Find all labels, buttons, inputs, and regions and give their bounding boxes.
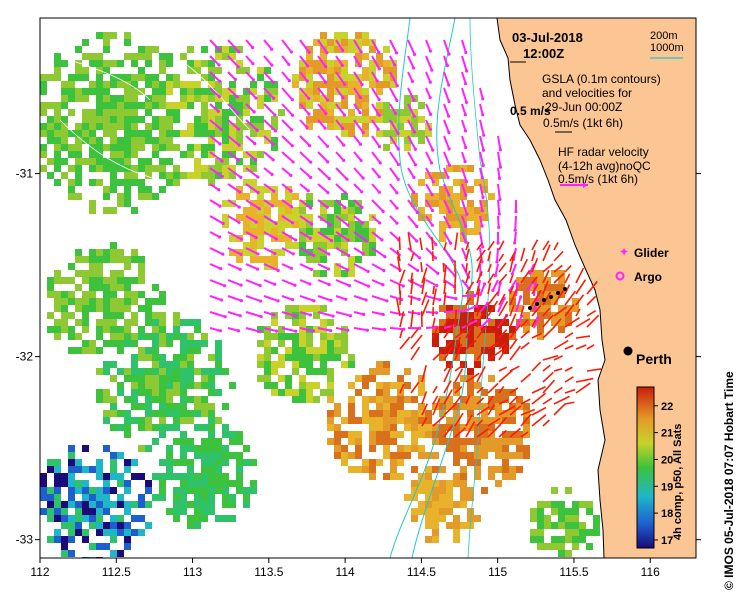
plot-frame (39, 17, 697, 559)
y-tick-label: -33 (16, 533, 34, 547)
date-label: 03-Jul-2018 (512, 30, 583, 45)
x-tick-label: 115.5 (559, 565, 588, 579)
x-tick-label: 114 (336, 565, 355, 579)
colorbar-tick-label: 18 (661, 508, 673, 520)
glider-marker-icon: ✦ (619, 245, 629, 259)
x-tick-label: 113.5 (254, 565, 283, 579)
depth-200m-label: 200m (650, 30, 678, 42)
hf-scale-arrowhead-icon (583, 182, 588, 188)
y-axis-ticks: -31 -32 -33 (16, 167, 701, 547)
glider-track (528, 287, 567, 310)
colorbar (636, 386, 655, 549)
x-axis-ticks: 112 112.5 113 113.5 114 114.5 115 115.5 116 (30, 558, 660, 579)
argo-legend-label: Argo (634, 270, 662, 284)
gsla-line3: 29-Jun 00:00Z (545, 100, 623, 114)
perth-label: Perth (636, 351, 672, 367)
x-tick-label: 113 (183, 565, 202, 579)
hf-radar-arrows (396, 232, 602, 438)
perth-marker-icon (623, 346, 633, 356)
depth-1000m-label: 1000m (650, 42, 684, 54)
gsla-line2: and velocities for (542, 86, 633, 100)
glider-legend-label: Glider (634, 246, 669, 260)
x-tick-label: 116 (641, 565, 660, 579)
x-tick-label: 114.5 (407, 565, 436, 579)
hf-line1: HF radar velocity (558, 145, 649, 159)
colorbar-tick-label: 17 (661, 535, 673, 547)
gsla-scale-label: 0.5m/s (1kt 6h) (543, 116, 624, 130)
colorbar-tick-label: 20 (661, 454, 673, 466)
hf-line2: (4-12h avg)noQC (558, 159, 651, 173)
y-tick-label: -31 (16, 167, 34, 181)
time-label: 12:00Z (523, 46, 565, 61)
colorbar-tick-label: 21 (661, 428, 673, 440)
gsla-arrow-label: 0.5 m/s (510, 104, 551, 118)
x-tick-label: 112.5 (102, 565, 131, 579)
x-tick-label: 115 (488, 565, 507, 579)
gsla-line1: GSLA (0.1m contours) (542, 72, 661, 86)
colorbar-title: 4h comp, p50, All Sats (672, 423, 684, 540)
argo-marker-icon (615, 271, 625, 281)
x-tick-label: 112 (30, 565, 49, 579)
colorbar-tick-label: 22 (661, 401, 673, 413)
credit-label: © IMOS 05-Jul-2018 07:07 Hobart Time (722, 371, 736, 590)
y-tick-label: -32 (16, 350, 34, 364)
colorbar-ticks: 17 18 19 20 21 22 (654, 401, 673, 547)
hf-scale-label: 0.5m/s (1kt 6h) (558, 172, 639, 186)
colorbar-tick-label: 19 (661, 481, 673, 493)
